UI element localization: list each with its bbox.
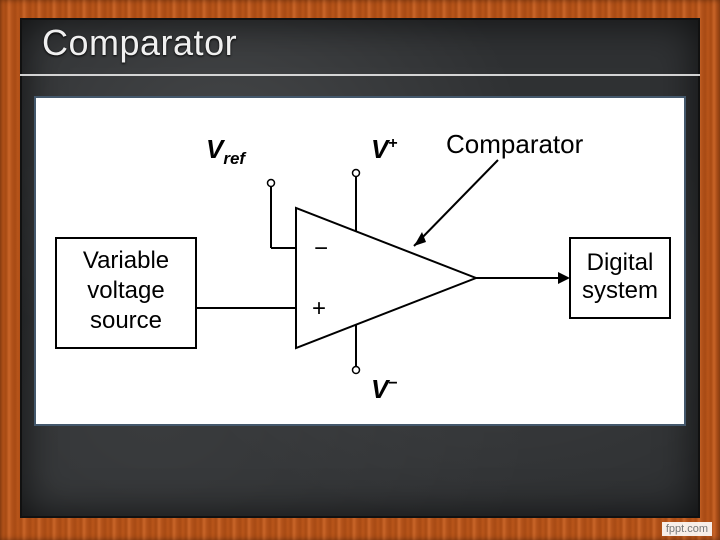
- digital-system-label-1: Digital: [587, 249, 654, 276]
- comparator-diagram: Variable voltage source − +: [36, 98, 684, 424]
- comparator-callout-label: Comparator: [446, 129, 584, 159]
- variable-voltage-source-box: Variable voltage source: [56, 238, 196, 348]
- variable-voltage-source-label-3: source: [90, 307, 162, 334]
- digital-system-label-2: system: [582, 277, 658, 304]
- slide-title: Comparator: [42, 22, 237, 64]
- vref-terminal-icon: [268, 180, 275, 187]
- opamp-plus-label: +: [312, 295, 326, 322]
- vminus-label: V−: [371, 374, 398, 404]
- vref-label: Vref: [206, 134, 247, 168]
- vminus-rail: [353, 325, 360, 374]
- variable-voltage-source-label-1: Variable: [83, 247, 169, 274]
- opamp-minus-label: −: [314, 235, 328, 262]
- opamp-triangle: − +: [296, 208, 476, 348]
- vplus-label: V+: [371, 134, 398, 164]
- slide-frame: Comparator Variable voltage source −: [0, 0, 720, 540]
- watermark: fppt.com: [662, 522, 712, 536]
- vref-input: [268, 180, 297, 249]
- diagram-panel: Variable voltage source − +: [34, 96, 686, 426]
- vplus-terminal-icon: [353, 170, 360, 177]
- title-underline: [20, 74, 700, 76]
- vplus-rail: [353, 170, 360, 232]
- variable-voltage-source-label-2: voltage: [87, 277, 164, 304]
- vminus-terminal-icon: [353, 367, 360, 374]
- wire-output: [476, 272, 570, 284]
- digital-system-box: Digital system: [570, 238, 670, 318]
- comparator-callout-arrow: [414, 160, 498, 246]
